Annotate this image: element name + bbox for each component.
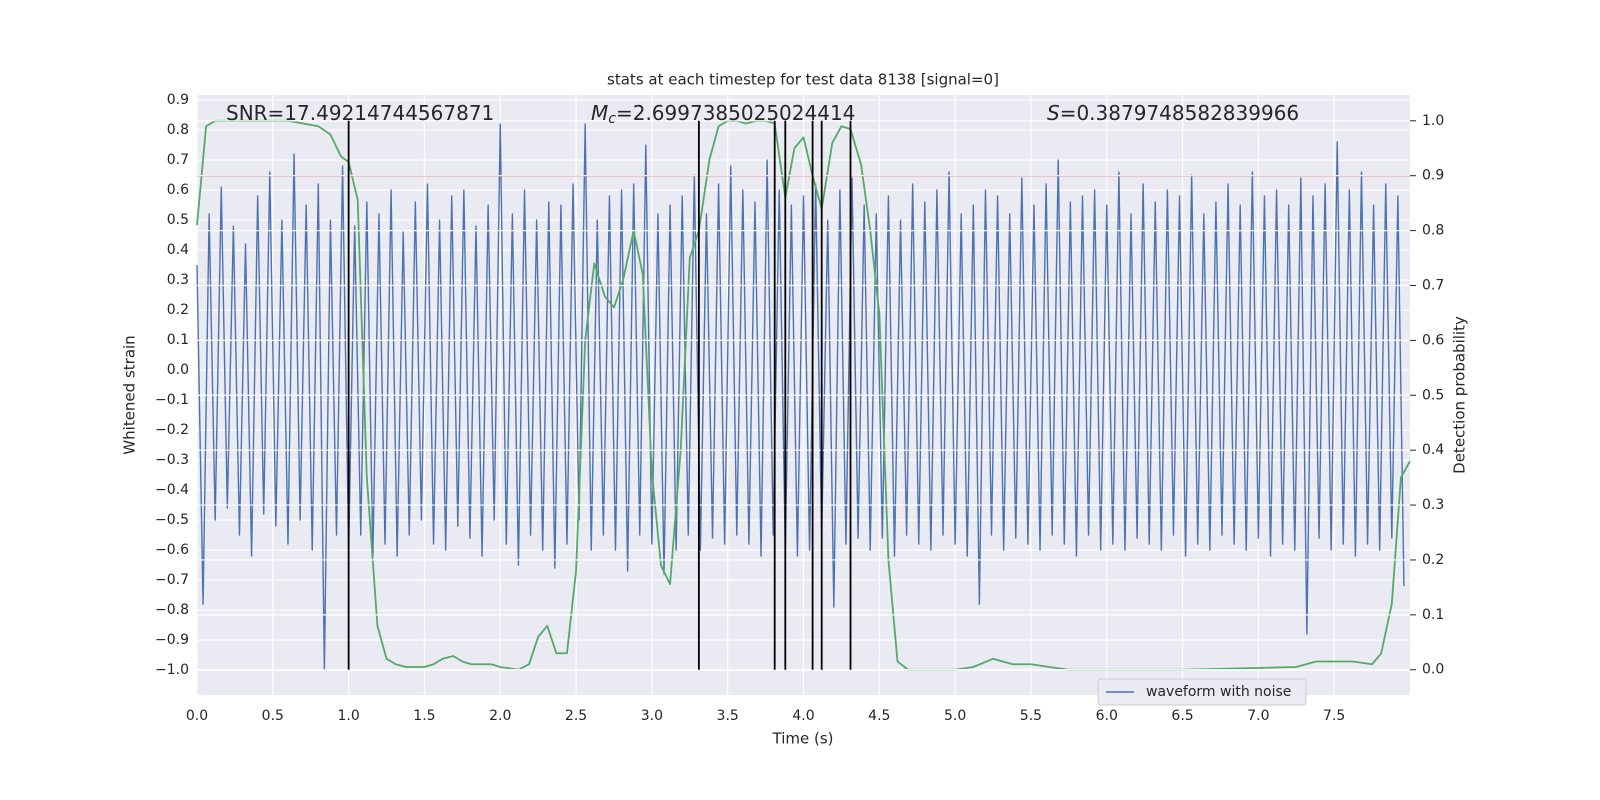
x-tick-label: 3.5 <box>717 708 739 724</box>
y2-tick-label: 0.4 <box>1422 442 1444 458</box>
y-tick-label: −1.0 <box>155 662 189 678</box>
y2-tick-label: 0.2 <box>1422 552 1444 568</box>
y-tick-label: 0.7 <box>167 152 189 168</box>
y-tick-label: 0.2 <box>167 302 189 318</box>
x-tick-label: 5.0 <box>944 708 966 724</box>
y2-tick-label: 0.1 <box>1422 607 1444 623</box>
y-axis-label: Whitened strain <box>121 335 139 454</box>
y-tick-label: −0.5 <box>155 512 189 528</box>
y-tick-label: 0.6 <box>167 182 189 198</box>
y2-axis-label: Detection probability <box>1451 316 1469 474</box>
legend-box <box>1097 678 1307 706</box>
y-tick-label: 0.3 <box>167 272 189 288</box>
y-tick-label: −0.1 <box>155 392 189 408</box>
y-tick-label: −0.7 <box>155 572 189 588</box>
y2-tick-label: 0.0 <box>1422 662 1444 678</box>
y2-tick-label: 1.0 <box>1422 113 1444 129</box>
y-tick-label: 0.1 <box>167 332 189 348</box>
y-tick-label: 0.8 <box>167 122 189 138</box>
annotation-symbol: S <box>1047 101 1060 125</box>
legend-label: waveform with noise <box>1146 684 1291 700</box>
annotation-text: =2.6997385025024414 <box>616 101 855 125</box>
y-tick-label: 0.0 <box>167 362 189 378</box>
y2-tick-label: 0.3 <box>1422 497 1444 513</box>
x-tick-label: 2.0 <box>489 708 511 724</box>
x-tick-label: 1.0 <box>337 708 359 724</box>
y-tick-label: 0.9 <box>167 92 189 108</box>
x-tick-label: 3.0 <box>641 708 663 724</box>
y2-tick-label: 0.7 <box>1422 277 1444 293</box>
y-tick-label: −0.9 <box>155 632 189 648</box>
x-tick-label: 7.5 <box>1323 708 1345 724</box>
y2-tick-label: 0.9 <box>1422 168 1444 184</box>
x-tick-label: 2.5 <box>565 708 587 724</box>
annotation: SNR=17.49214744567871 <box>226 101 494 125</box>
y2-tick-label: 0.5 <box>1422 387 1444 403</box>
annotation: S=0.3879748582839966 <box>1047 101 1299 125</box>
annotation-text: =0.3879748582839966 <box>1060 101 1299 125</box>
y-tick-label: −0.3 <box>155 452 189 468</box>
y-tick-label: 0.4 <box>167 242 189 258</box>
x-tick-label: 6.0 <box>1096 708 1118 724</box>
x-tick-label: 0.5 <box>262 708 284 724</box>
y2-tick-label: 0.6 <box>1422 332 1444 348</box>
x-tick-label: 6.5 <box>1171 708 1193 724</box>
y2-tick-label: 0.8 <box>1422 223 1444 239</box>
y-tick-label: −0.8 <box>155 602 189 618</box>
x-tick-label: 1.5 <box>413 708 435 724</box>
x-tick-label: 5.5 <box>1020 708 1042 724</box>
annotation: Mc=2.6997385025024414 <box>591 101 855 128</box>
series-line <box>196 123 1405 671</box>
annotation-symbol: M <box>591 101 608 125</box>
y-tick-label: 0.5 <box>167 212 189 228</box>
y-tick-label: −0.2 <box>155 422 189 438</box>
annotation-text: SNR=17.49214744567871 <box>226 101 494 125</box>
series-line <box>196 119 1411 671</box>
overlay-layer <box>197 120 1410 671</box>
chart-title: stats at each timestep for test data 813… <box>607 71 999 89</box>
x-tick-label: 4.0 <box>792 708 814 724</box>
y-tick-label: −0.4 <box>155 482 189 498</box>
annotation-subscript: c <box>608 111 616 127</box>
y-tick-label: −0.6 <box>155 542 189 558</box>
x-axis-label: Time (s) <box>772 730 834 748</box>
x-tick-label: 7.0 <box>1247 708 1269 724</box>
x-tick-label: 0.0 <box>186 708 208 724</box>
x-tick-label: 4.5 <box>868 708 890 724</box>
